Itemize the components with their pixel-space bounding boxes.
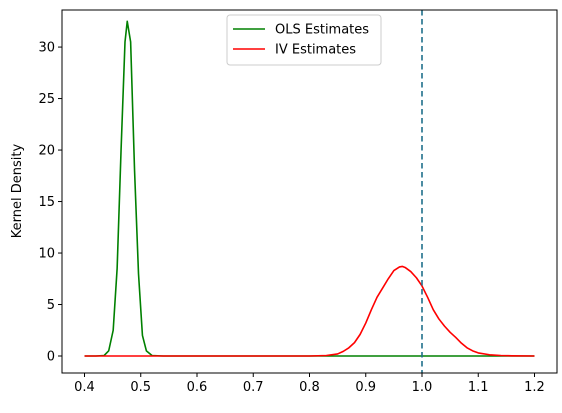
legend: OLS Estimates IV Estimates (226, 14, 382, 66)
x-tick-label: 0.6 (187, 380, 208, 395)
x-axis-ticks: 0.4 0.5 0.6 0.7 0.8 0.9 1.0 1.1 1.2 (74, 373, 545, 395)
y-tick-label: 20 (38, 144, 55, 159)
y-axis-ticks: 0 5 10 15 20 25 30 (38, 41, 62, 365)
x-tick-label: 0.4 (74, 380, 95, 395)
x-tick-label: 1.1 (468, 380, 489, 395)
legend-box (226, 14, 382, 66)
x-tick-label: 1.0 (412, 380, 433, 395)
x-tick-label: 0.5 (130, 380, 151, 395)
legend-label-0: OLS Estimates (275, 23, 369, 38)
x-tick-label: 1.2 (524, 380, 545, 395)
series-layer (84, 20, 535, 357)
y-tick-label: 25 (38, 92, 55, 107)
series-line-0 (84, 20, 535, 357)
series-line-1 (84, 265, 535, 357)
y-tick-label: 30 (38, 41, 55, 56)
y-tick-label: 5 (47, 298, 55, 313)
legend-entries: OLS Estimates IV Estimates (233, 23, 369, 58)
y-axis-label: Kernel Density (10, 144, 25, 239)
x-tick-label: 0.8 (299, 380, 320, 395)
x-tick-label: 0.7 (243, 380, 264, 395)
legend-label-1: IV Estimates (275, 43, 356, 58)
y-tick-label: 0 (47, 350, 55, 365)
y-tick-label: 15 (38, 195, 55, 210)
y-tick-label: 10 (38, 247, 55, 262)
x-tick-label: 0.9 (355, 380, 376, 395)
